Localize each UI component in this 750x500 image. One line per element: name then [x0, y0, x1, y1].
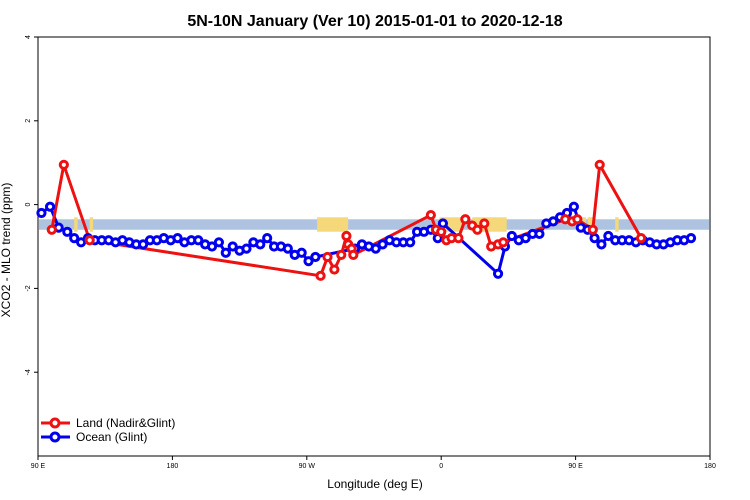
- ocean-point: [213, 237, 225, 248]
- land-point: [460, 214, 471, 225]
- land-patch-12: [587, 217, 593, 232]
- land-point: [587, 224, 598, 235]
- land-point: [635, 233, 647, 244]
- ocean-point: [548, 216, 559, 227]
- land-point: [436, 226, 447, 237]
- ocean-point: [492, 268, 504, 279]
- x-tick-label: 90 W: [299, 463, 316, 470]
- ocean-point: [370, 243, 381, 254]
- ocean-point: [296, 247, 307, 258]
- land-point: [594, 159, 605, 170]
- legend: Land (Nadir&Glint) Ocean (Glint): [41, 416, 175, 444]
- ocean-point: [589, 233, 600, 244]
- x-tick-label: 90 E: [568, 463, 583, 470]
- ocean-point: [534, 228, 545, 240]
- land-point: [341, 230, 352, 242]
- ocean-point: [506, 230, 517, 242]
- land-point: [84, 235, 95, 246]
- land-patch-1: [89, 217, 94, 232]
- plot-frame: [37, 36, 711, 457]
- ocean-point: [44, 201, 56, 212]
- land-point: [348, 249, 359, 260]
- land-point: [472, 224, 483, 235]
- ocean-point: [310, 251, 321, 263]
- ocean-point: [206, 241, 218, 252]
- ocean-point: [282, 243, 293, 254]
- ocean-point: [62, 226, 73, 237]
- land-patch-0: [74, 217, 78, 232]
- ocean-point: [255, 239, 266, 250]
- land-patch-4: [460, 217, 462, 232]
- chart-title: 5N-10N January (Ver 10) 2015-01-01 to 20…: [187, 13, 562, 30]
- land-point: [329, 264, 340, 275]
- ocean-point: [172, 233, 183, 244]
- land-point: [453, 233, 464, 244]
- land-point: [425, 209, 436, 221]
- reference-band: [39, 219, 709, 230]
- land-point: [336, 249, 347, 260]
- land-patch-8: [489, 217, 502, 232]
- land-patch-13: [615, 217, 619, 232]
- legend-land-label: Land (Nadir&Glint): [76, 416, 175, 430]
- ocean-point: [437, 218, 449, 229]
- ocean-point: [405, 237, 416, 248]
- y-tick-label: 0: [25, 203, 32, 207]
- ocean-point: [685, 233, 697, 244]
- ocean-point: [603, 230, 614, 242]
- land-patch-9: [501, 217, 507, 232]
- x-tick-label: 90 E: [31, 463, 46, 470]
- y-tick-label: 2: [25, 119, 32, 123]
- legend-ocean-marker: [49, 431, 61, 443]
- land-patch-5: [472, 217, 483, 232]
- ocean-point: [303, 256, 314, 267]
- y-tick-label: -2: [25, 285, 32, 291]
- ocean-point: [69, 233, 80, 244]
- x-axis-label: Longitude (deg E): [327, 477, 422, 491]
- ocean-point: [75, 237, 87, 248]
- x-tick-label: 0: [439, 463, 443, 470]
- ocean-point: [596, 239, 607, 250]
- legend-ocean-label: Ocean (Glint): [76, 430, 147, 444]
- land-point: [322, 251, 333, 263]
- ocean-point: [520, 233, 531, 244]
- land-point: [315, 270, 326, 281]
- ocean-point: [377, 239, 388, 250]
- ocean-point: [36, 207, 47, 219]
- x-tick-label: 180: [167, 463, 179, 470]
- land-point: [479, 218, 490, 229]
- land-point: [58, 159, 69, 170]
- ocean-point: [568, 201, 579, 212]
- legend-land-marker: [49, 417, 61, 429]
- ocean-point: [241, 243, 252, 254]
- plot-area: 90 E 180 90 W 0 90 E 180 4 2 0 -2 -4: [25, 35, 716, 470]
- y-axis-label: XCO2 - MLO trend (ppm): [0, 183, 13, 318]
- land-point: [498, 237, 509, 248]
- land-point: [572, 214, 583, 225]
- ocean-point: [138, 239, 149, 250]
- ocean-point: [220, 247, 231, 258]
- x-tick-label: 180: [704, 463, 716, 470]
- land-point: [46, 224, 57, 235]
- land-patch-2: [317, 217, 349, 232]
- ocean-point: [262, 233, 273, 244]
- ocean-point: [227, 241, 238, 252]
- y-tick-label: 4: [25, 35, 32, 39]
- ocean-point: [193, 235, 204, 246]
- y-tick-label: -4: [25, 369, 32, 375]
